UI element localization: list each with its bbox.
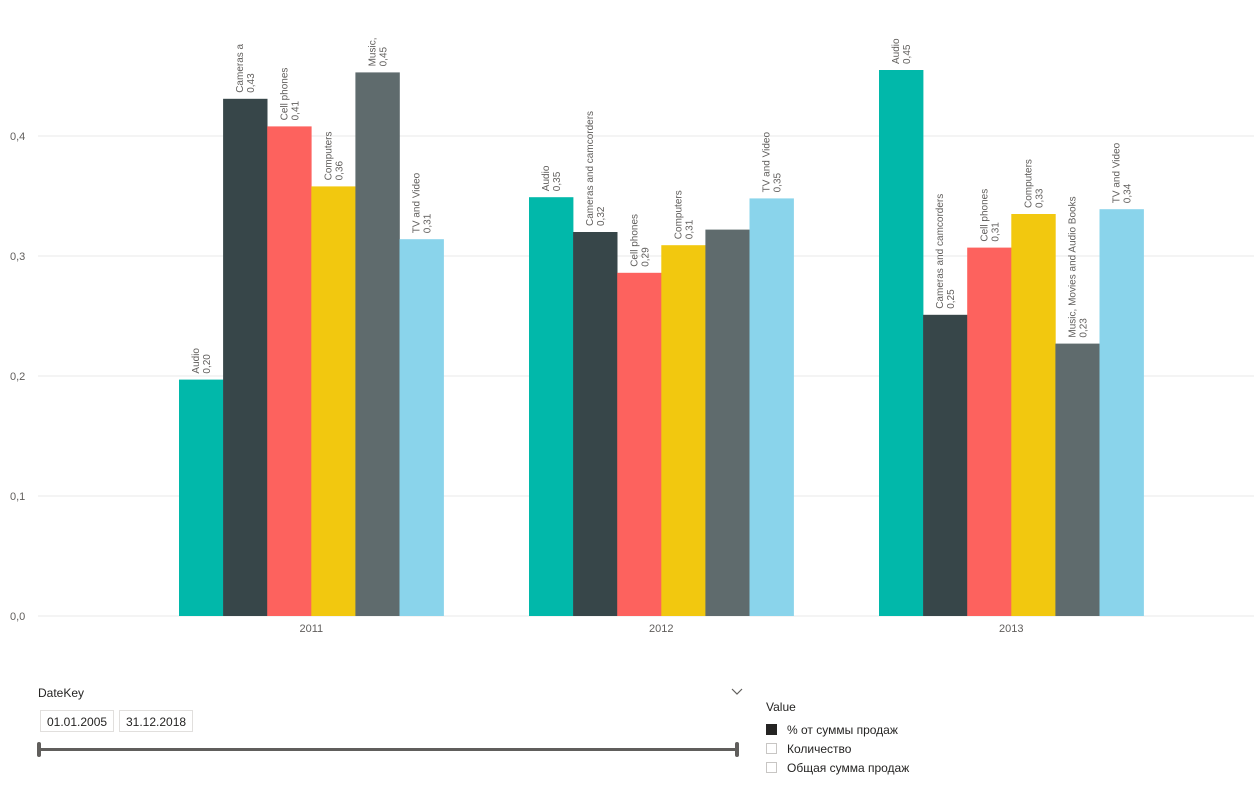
y-tick-label: 0,2 [10,371,25,383]
bar[interactable] [311,186,356,616]
bar-data-label: TV and Video0,31 [412,172,434,233]
bar[interactable] [661,245,706,616]
bar-value-label: 0,23 [1078,318,1089,338]
bar-data-label: Cameras and camcorders0,32 [585,111,607,226]
bar[interactable] [1011,214,1056,616]
bar-category-label: TV and Video [762,132,773,193]
bar[interactable] [705,229,750,616]
y-tick-label: 0,0 [10,611,25,623]
legend-item-label: Количество [787,741,852,756]
slider-start-handle[interactable] [37,742,41,757]
bar-data-label: Computers0,33 [1023,159,1045,208]
bar[interactable] [617,272,662,616]
bar-value-label: 0,34 [1123,183,1134,203]
y-tick-label: 0,3 [10,251,25,263]
bar-data-label: Cameras a0,43 [235,43,257,92]
chevron-down-icon[interactable] [730,684,744,698]
bar-data-label: Computers0,31 [673,190,695,239]
bar-data-label: Cell phones0,31 [979,189,1001,242]
bar-value-label: 0,41 [290,100,301,120]
bar[interactable] [749,198,794,616]
bar-data-label: TV and Video0,35 [762,132,784,193]
bar-value-label: 0,20 [202,354,213,374]
bar-data-label: Cameras and camcorders0,25 [935,194,957,309]
x-category-label: 2011 [299,623,323,635]
bar-category-label: Music, [367,37,378,66]
value-legend: Value % от суммы продаж Количество Общая с… [766,700,909,777]
date-range-slider-track[interactable] [38,748,738,751]
bar[interactable] [1099,209,1144,616]
bar-value-label: 0,35 [552,171,563,191]
bar-category-label: TV and Video [412,172,423,233]
bar-value-label: 0,31 [423,213,434,233]
bar-data-label: TV and Video0,34 [1112,142,1134,203]
bar-category-label: Music, Movies and Audio Books [1067,196,1078,337]
bar[interactable] [529,197,574,616]
legend-title: Value [766,700,796,714]
x-category-label: 2013 [999,623,1023,635]
bar-value-label: 0,35 [773,172,784,192]
bar-category-label: Cameras a [235,43,246,92]
bar-category-label: Cell phones [279,68,290,121]
end-date-input[interactable]: 31.12.2018 [119,710,193,732]
bar-value-label: 0,45 [378,46,389,66]
bar-category-label: Cell phones [629,214,640,267]
bar-category-label: Audio [541,165,552,191]
bar-value-label: 0,29 [640,247,651,267]
bar-data-label: Audio0,20 [191,348,213,374]
bar[interactable] [573,232,618,616]
bar-value-label: 0,33 [1034,188,1045,208]
bar-data-label: Audio0,35 [541,165,563,191]
date-slicer: DateKey 01.01.2005 31.12.2018 [37,684,748,766]
y-tick-label: 0,4 [10,131,25,143]
start-date-input[interactable]: 01.01.2005 [40,710,114,732]
bar[interactable] [179,379,224,616]
y-tick-label: 0,1 [10,491,25,503]
x-category-label: 2012 [649,623,673,635]
bar-value-label: 0,25 [946,289,957,309]
bar-value-label: 0,36 [334,160,345,180]
bar-category-label: Audio [191,348,202,374]
bar-category-label: TV and Video [1112,142,1123,203]
bar[interactable] [967,247,1012,616]
bar[interactable] [1055,343,1100,616]
bar-category-label: Computers [673,190,684,239]
bar-category-label: Cell phones [979,189,990,242]
bar[interactable] [399,239,444,616]
bar-data-label: Cell phones0,29 [629,214,651,267]
bar-category-label: Computers [1023,159,1034,208]
bar-value-label: 0,45 [902,44,913,64]
bar-value-label: 0,31 [684,219,695,239]
bar[interactable] [879,70,924,616]
bar-value-label: 0,32 [596,206,607,226]
bar-value-label: 0,31 [990,222,1001,242]
bar-data-label: Cell phones0,41 [279,68,301,121]
slicer-title: DateKey [38,686,85,700]
legend-item-label: % от суммы продаж [787,722,898,737]
bar[interactable] [223,98,268,617]
bar-data-label: Music, Movies and Audio Books0,23 [1067,196,1089,337]
legend-item[interactable]: Общая сумма продаж [766,758,909,777]
legend-item[interactable]: Количество [766,739,909,758]
bar-category-label: Cameras and camcorders [585,111,596,226]
slider-end-handle[interactable] [735,742,739,757]
bar-data-label: Audio0,45 [891,38,913,64]
bar-data-label: Music,0,45 [367,37,389,66]
legend-item[interactable]: % от суммы продаж [766,720,909,739]
bar-category-label: Cameras and camcorders [935,194,946,309]
legend-item-label: Общая сумма продаж [787,760,910,775]
bar[interactable] [355,72,400,616]
bar[interactable] [267,126,312,617]
checkbox-checked[interactable] [766,724,777,735]
bar-value-label: 0,43 [246,73,257,93]
bar-data-label: Computers0,36 [323,131,345,180]
bar-category-label: Audio [891,38,902,64]
bar-category-label: Computers [323,131,334,180]
checkbox-unchecked[interactable] [766,743,777,754]
checkbox-unchecked[interactable] [766,762,777,773]
bar[interactable] [923,314,968,616]
